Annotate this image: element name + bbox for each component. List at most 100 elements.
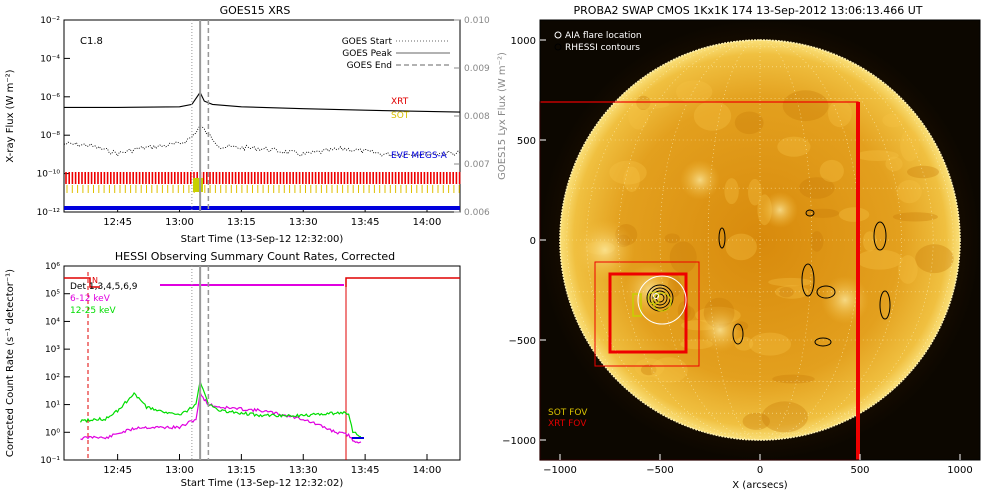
goes-xtick-label: 13:45 [351, 217, 380, 228]
hessi-ytick-label: 10⁵ [45, 290, 60, 300]
goes-ytick-label: 10⁻¹² [37, 208, 61, 218]
hessi-ytick-label: 10⁰ [45, 428, 60, 438]
hessi-xtick-label: 13:15 [227, 465, 256, 476]
goes-legend-goes-end-label: GOES End [347, 61, 392, 71]
goes-xtick-label: 13:00 [165, 217, 194, 228]
disk-texture-blob [915, 244, 954, 274]
swap-legend-marker-aia-flare-location [554, 31, 562, 39]
goes-ytick-label: 10⁻⁶ [40, 93, 60, 103]
rhessi-flare-contour-yellow [652, 292, 672, 312]
goes-instrument-sot: SOT [391, 111, 410, 121]
disk-texture-blob [892, 212, 939, 222]
xrt-fov-outer [594, 261, 700, 367]
goes-y2tick-label: 0.010 [464, 16, 490, 26]
goes-y2tick-label: 0.009 [464, 64, 490, 74]
disk-texture-blob [724, 178, 739, 205]
goes-ytick-label: 10⁻⁴ [40, 54, 60, 64]
disk-texture-blob [775, 285, 809, 299]
swap-ytick-label: 0 [530, 236, 536, 247]
hessi-ylabel: Corrected Count Rate (s⁻¹ detector⁻¹) [5, 269, 16, 457]
rhessi-contour [732, 323, 744, 345]
hessi-flag-label: N [92, 276, 98, 285]
rhessi-contour [814, 337, 832, 347]
longitude-line [618, 39, 761, 441]
rhessi-contour [718, 227, 726, 249]
swap-xtick-label: 500 [850, 465, 869, 476]
rhessi-contours [646, 209, 891, 347]
longitude-line [759, 39, 934, 441]
rhessi-contour [879, 290, 891, 320]
hessi-title: HESSI Observing Summary Count Rates, Cor… [115, 250, 395, 263]
disk-texture-blob [828, 99, 852, 128]
sot-highlight [193, 178, 203, 192]
rhessi-flare-contour [652, 290, 668, 306]
longitude-line [586, 39, 761, 441]
swap-xtick-label: 1000 [947, 465, 972, 476]
hessi-ytick-label: 10¹ [45, 401, 60, 411]
hessi-ytick-label: 10⁴ [45, 317, 60, 327]
hessi-series-6-12-kev [80, 390, 362, 444]
disk-texture-blob [636, 95, 651, 110]
goes-instrument-eve-megs-a: EVE MEGS-A [391, 151, 448, 161]
goes-legend-goes-start-label: GOES Start [342, 37, 393, 47]
disk-texture-blob [856, 249, 903, 270]
sot-fov [632, 293, 642, 317]
disk-texture-blob [676, 80, 713, 104]
hessi-flag-line [64, 277, 100, 288]
heliographic-grid [560, 39, 960, 441]
hessi-ytick-label: 10³ [45, 345, 60, 355]
goes-xtick-label: 14:00 [413, 217, 442, 228]
eve-megs-a-bar [64, 206, 460, 210]
hessi-series-12-25-kev [79, 379, 362, 438]
aia-flare-circle [637, 275, 687, 325]
longitude-line [759, 39, 954, 441]
hessi-ytick-label: 10² [45, 373, 60, 383]
disk-texture-blob [725, 233, 757, 261]
hessi-ytick-label: 10⁻¹ [40, 456, 60, 466]
hessi-xtick-label: 13:30 [289, 465, 318, 476]
swap-legend-rhessi-contours: RHESSI contours [565, 43, 640, 53]
active-region-glow [680, 160, 720, 200]
goes-xtick-label: 13:15 [227, 217, 256, 228]
swap-legend-marker-rhessi-contours [554, 43, 562, 51]
hessi-plot-frame [63, 265, 461, 461]
hessi-xtick-label: 12:45 [103, 465, 132, 476]
hessi-legend-6-12-kev: 6-12 keV [70, 294, 111, 304]
disk-texture-blob [855, 150, 899, 162]
swap-xtick-label: 0 [757, 465, 763, 476]
swap-xtick-label: −500 [646, 465, 673, 476]
disk-texture-blob [634, 358, 665, 378]
disk-texture-blob [628, 101, 649, 130]
disk-texture-blob [609, 160, 647, 185]
rhessi-contour [816, 285, 836, 299]
disk-texture-blob [778, 287, 794, 298]
disk-texture-blob [885, 156, 903, 172]
goes-ytick-label: 10⁻⁸ [40, 131, 60, 141]
rhessi-contour [873, 221, 887, 251]
swap-ytick-label: 500 [517, 136, 536, 147]
disk-texture-blob [761, 401, 808, 433]
longitude-line [566, 39, 761, 441]
active-region-glow [575, 220, 635, 280]
goes-legend-goes-peak-label: GOES Peak [342, 49, 392, 59]
disk-texture-blob [900, 129, 920, 162]
goes-y2label: GOES15 Lyx Flux (W m⁻²) [497, 52, 508, 180]
disk-texture-blob [693, 101, 732, 131]
hessi-legend-12-25-kev: 12-25 keV [70, 306, 116, 316]
hessi-legend-det-1-3-4-5-6-9: Det 1,3,4,5,6,9 [70, 282, 138, 292]
swap-ytick-label: 1000 [511, 36, 536, 47]
disk-texture-blob [819, 159, 844, 183]
swap-xlabel: X (arcsecs) [732, 480, 788, 491]
goes-annotation: C1.8 [80, 36, 103, 47]
hessi-flag-line-right [345, 277, 460, 287]
hessi-xtick-label: 13:45 [351, 465, 380, 476]
disk-texture-blob [623, 166, 640, 192]
aia-flare-location-point [653, 293, 659, 299]
goes-ytick-label: 10⁻¹⁰ [37, 170, 61, 180]
rhessi-contour [801, 263, 815, 297]
disk-texture-blob [768, 277, 813, 287]
goes-y2tick-label: 0.007 [464, 160, 490, 170]
disk-texture-blob [862, 231, 877, 252]
disk-texture-blob [777, 136, 811, 157]
